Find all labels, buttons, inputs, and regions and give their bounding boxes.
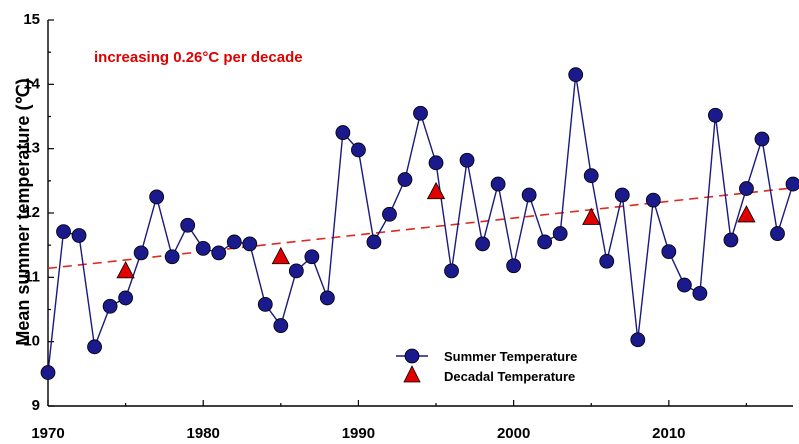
x-tick-label: 2000 — [497, 425, 530, 442]
decadal-point — [737, 205, 756, 223]
y-tick-label: 11 — [24, 268, 40, 285]
summer-point — [599, 253, 615, 269]
summer-point — [211, 245, 227, 261]
summer-point — [692, 286, 708, 301]
summer-point — [164, 249, 180, 265]
summer-point — [87, 339, 102, 355]
summer-point — [102, 298, 118, 314]
axes — [47, 19, 793, 407]
y-tick-label: 12 — [23, 204, 40, 221]
summer-point — [521, 187, 537, 203]
summer-point — [630, 332, 646, 348]
y-tick-label: 13 — [23, 140, 40, 157]
legend: Summer Temperature Decadal Temperature — [396, 348, 577, 384]
legend-decadal-label: Decadal Temperature — [444, 369, 575, 384]
y-tick-label: 9 — [32, 397, 40, 414]
summer-point — [335, 125, 351, 140]
summer-point — [273, 318, 289, 333]
summer-point — [583, 168, 599, 184]
summer-point — [552, 226, 568, 241]
summer-point — [366, 234, 382, 250]
summer-point — [537, 234, 553, 250]
summer-point — [785, 176, 799, 192]
summer-point — [180, 217, 196, 233]
legend-summer-marker — [404, 348, 420, 364]
summer-point — [754, 131, 770, 147]
summer-point — [459, 152, 475, 168]
summer-point — [444, 263, 459, 279]
decadal-point — [116, 261, 135, 279]
y-tick-label: 14 — [23, 75, 40, 92]
summer-point — [149, 189, 165, 205]
summer-point — [351, 142, 366, 158]
summer-point — [413, 105, 428, 121]
summer-point — [645, 192, 661, 208]
summer-point — [288, 263, 304, 279]
summer-point — [475, 236, 490, 252]
x-tick-label: 1980 — [187, 425, 220, 442]
summer-point — [133, 245, 149, 261]
tick-labels: 9 10 11 12 13 14 15 1970 1980 1990 2000 2010 — [23, 11, 685, 442]
series-group — [40, 67, 799, 380]
summer-point — [723, 232, 739, 248]
x-tick-label: 1990 — [342, 425, 375, 442]
summer-point — [71, 228, 87, 243]
decadal-point — [582, 207, 601, 225]
summer-point — [56, 224, 71, 240]
summer-point — [118, 290, 134, 306]
y-tick-label: 10 — [23, 333, 40, 350]
summer-point — [257, 296, 273, 312]
y-axis-title: Mean summer temperature (℃) — [13, 78, 33, 345]
summer-point — [397, 172, 413, 187]
decadal-point — [271, 246, 290, 265]
x-tick-label: 2010 — [652, 425, 685, 442]
summer-point — [382, 206, 397, 222]
summer-point — [428, 155, 444, 171]
y-tick-label: 15 — [23, 11, 40, 28]
summer-point — [770, 226, 785, 241]
summer-point — [226, 234, 242, 250]
x-tick-label: 1970 — [31, 425, 64, 442]
summer-point — [739, 181, 754, 196]
trend-annotation: increasing 0.26°C per decade — [94, 49, 303, 66]
summer-point — [614, 187, 630, 203]
summer-point — [490, 176, 506, 192]
decadal-point — [426, 181, 446, 200]
legend-summer-label: Summer Temperature — [444, 349, 577, 364]
summer-point — [319, 290, 335, 306]
summer-point — [242, 236, 258, 252]
summer-point — [195, 240, 211, 256]
summer-point — [707, 107, 723, 123]
summer-point — [506, 258, 522, 274]
summer-point — [568, 67, 584, 83]
summer-point — [304, 249, 320, 265]
summer-point — [40, 365, 56, 380]
summer-point — [676, 277, 692, 293]
summer-point — [661, 244, 677, 260]
legend-decadal-marker — [403, 365, 421, 383]
